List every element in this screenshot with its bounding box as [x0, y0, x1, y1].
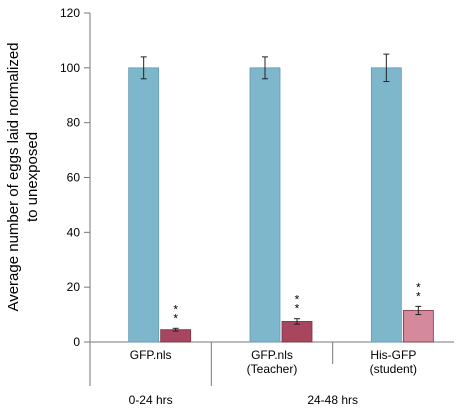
y-tick-label: 120	[60, 6, 80, 20]
y-axis-title-line: to unexposed	[24, 132, 41, 222]
category-label: GFP.nls	[130, 348, 172, 362]
bar-series-1	[370, 67, 402, 343]
significance-marker: *	[173, 302, 178, 316]
y-tick-label: 80	[67, 116, 81, 130]
bar-series-1	[128, 67, 160, 343]
significance-marker: *	[295, 302, 300, 316]
y-axis-label: Average number of eggs laid normalized to…	[5, 42, 41, 311]
bar-series-1	[249, 67, 281, 343]
significance-marker: *	[173, 311, 178, 325]
bars: ******	[128, 53, 434, 343]
x-axis-labels: GFP.nls GFP.nls(Teacher)His-GFP(student)0…	[129, 348, 417, 407]
y-tick-label: 20	[67, 280, 81, 294]
y-tick-label: 100	[60, 61, 80, 75]
category-label: (student)	[370, 362, 417, 376]
significance-marker: *	[416, 289, 421, 303]
category-label: (Teacher)	[247, 362, 298, 376]
category-label: His-GFP	[370, 348, 416, 362]
bar-series-2	[402, 310, 434, 343]
y-tick-label: 60	[67, 171, 81, 185]
y-axis-title-line: Average number of eggs laid normalized	[5, 42, 22, 311]
significance-marker: *	[295, 293, 300, 307]
group-label: 0-24 hrs	[129, 393, 173, 407]
significance-marker: *	[416, 280, 421, 294]
y-axis-ticks: 0 20 40 60 80 100 120	[60, 6, 90, 349]
y-tick-label: 40	[67, 225, 81, 239]
y-tick-label: 0	[73, 335, 80, 349]
group-label: 24-48 hrs	[307, 393, 358, 407]
category-label: GFP.nls	[251, 348, 293, 362]
